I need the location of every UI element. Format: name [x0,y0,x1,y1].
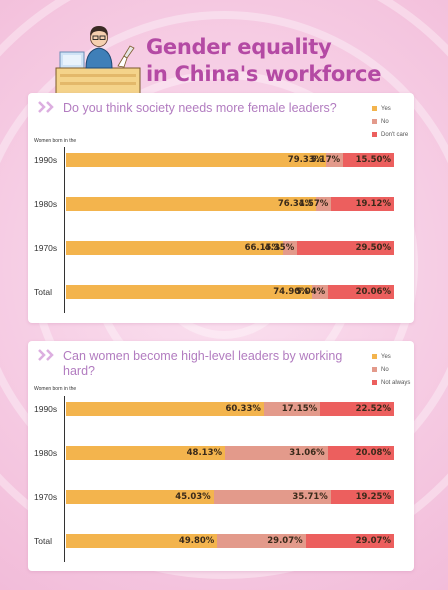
data-label: 79.33% [287,155,324,165]
data-label: 29.07% [355,536,391,546]
stacked-bar: 49.80% 29.07% 29.07% [66,534,394,548]
category-label: 1990s [34,155,58,165]
stacked-bar: 45.03% 35.71% 19.25% [66,490,394,504]
bar-segment: 49.80% [66,534,218,548]
legend-item-not-always: Not always [372,376,410,389]
bar-segment: 29.07% [305,534,394,548]
legend-label: Not always [381,379,411,386]
legend-label: No [381,366,389,373]
chart-legend: Yes No Don't care [372,102,408,141]
bar-segment: 29.50% [297,241,394,255]
bar-segment: 66.15% [66,241,283,255]
bar-segment: 4.35% [265,241,298,255]
cohort-header: Women born in the [34,386,77,392]
data-label: 49.80% [178,536,215,546]
chart-card-working-hard: Can women become high-level leaders by w… [28,341,414,571]
data-label: 29.50% [355,243,391,253]
bar-segment: 31.06% [225,446,328,460]
bar-segment: 20.06% [328,285,394,299]
title-line-2: in China's workforce [146,62,382,86]
stacked-bar: 76.31% 4.57% 19.12% [66,197,394,211]
chart-card-female-leaders: Do you think society needs more female l… [28,93,414,323]
data-label: 17.15% [281,404,318,414]
bar-segment: 5.04% [296,285,329,299]
bar-segment: 5.17% [311,153,344,167]
data-label: 66.15% [244,243,280,253]
chart-question: Can women become high-level leaders by w… [63,349,343,378]
data-label: 74.90% [273,287,309,297]
legend-item-no: No [372,115,408,128]
stacked-bar: 48.13% 31.06% 20.08% [66,446,394,460]
legend-swatch [372,119,377,124]
chart-axis-line [64,147,65,313]
category-label: 1970s [34,243,58,253]
bar-segment: 48.13% [66,446,226,460]
stacked-bar: 60.33% 17.15% 22.52% [66,402,394,416]
data-label: 22.52% [355,404,391,414]
legend-label: No [381,118,389,125]
data-label: 20.06% [355,287,391,297]
page-title: Gender equality in China's workforce [146,34,381,88]
bar-segment: 35.71% [213,490,331,504]
title-line-1: Gender equality [146,35,332,59]
bar-segment: 20.08% [327,446,394,460]
bar-segment: 29.07% [217,534,306,548]
bar-segment: 74.90% [66,285,312,299]
category-label: 1990s [34,404,58,414]
cohort-header: Women born in the [34,138,77,144]
category-label: 1980s [34,448,58,458]
stacked-bar: 79.33% 5.17% 15.50% [66,153,394,167]
legend-item-no: No [372,363,410,376]
data-label: 5.04% [295,287,326,297]
data-label: 15.50% [355,155,391,165]
bar-segment: 60.33% [66,402,264,416]
bar-segment: 17.15% [263,402,321,416]
data-label: 35.71% [292,492,328,502]
data-label: 29.07% [267,536,303,546]
legend-label: Don't care [381,131,409,138]
bar-segment: 22.52% [320,402,394,416]
data-label: 48.13% [186,448,223,458]
stacked-bar: 74.90% 5.04% 20.06% [66,285,394,299]
data-label: 19.25% [355,492,391,502]
data-label: 5.17% [310,155,341,165]
category-label: Total [34,287,52,297]
legend-swatch [372,354,377,359]
data-label: 45.03% [175,492,211,502]
data-label: 19.12% [355,199,391,209]
legend-item-yes: Yes [372,102,408,115]
legend-item-yes: Yes [372,350,410,363]
bar-segment: 4.57% [299,197,332,211]
double-chevron-icon [38,101,54,113]
data-label: 76.31% [277,199,314,209]
legend-swatch [372,132,377,137]
double-chevron-icon [38,349,54,361]
chart-axis-line [64,396,65,562]
data-label: 4.35% [264,243,295,253]
bar-segment: 15.50% [343,153,394,167]
bar-segment: 79.33% [66,153,327,167]
legend-swatch [372,367,377,372]
bar-segment: 19.12% [331,197,394,211]
stacked-bar: 66.15% 4.35% 29.50% [66,241,394,255]
data-label: 20.08% [355,448,391,458]
legend-swatch [372,106,377,111]
legend-swatch [372,380,377,385]
legend-label: Yes [381,353,391,360]
bar-segment: 45.03% [66,490,214,504]
category-label: 1980s [34,199,58,209]
category-label: 1970s [34,492,58,502]
header: Gender equality in China's workforce [0,0,448,100]
category-label: Total [34,536,52,546]
legend-label: Yes [381,105,391,112]
bar-segment: 76.31% [66,197,317,211]
bar-segment: 19.25% [330,490,394,504]
data-label: 4.57% [298,199,329,209]
chart-question: Do you think society needs more female l… [63,101,337,115]
chart-legend: Yes No Not always [372,350,410,389]
data-label: 60.33% [225,404,261,414]
legend-item-dont-care: Don't care [372,128,408,141]
data-label: 31.06% [289,448,325,458]
